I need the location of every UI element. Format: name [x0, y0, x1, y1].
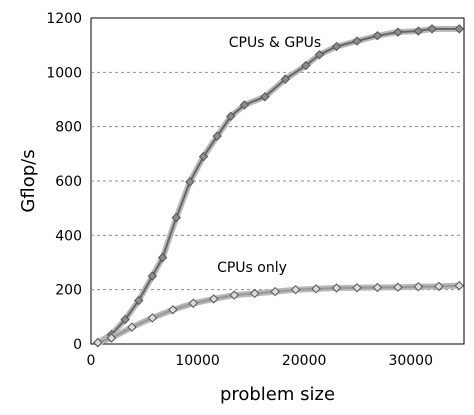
data-point-marker	[331, 41, 342, 52]
series-annotation: CPUs & GPUs	[229, 35, 321, 51]
data-point-marker	[454, 280, 465, 291]
x-tick-label: 20000	[282, 353, 327, 369]
x-axis-ticks: 0 10000 20000 30000	[87, 353, 433, 369]
x-axis-label: problem size	[220, 384, 335, 405]
data-point-marker	[314, 49, 325, 60]
data-point-marker	[198, 151, 209, 162]
data-point-marker	[260, 92, 270, 102]
data-point-marker	[209, 294, 219, 304]
data-point-marker	[249, 288, 260, 299]
data-point-marker	[239, 100, 250, 110]
data-point-marker	[352, 36, 362, 46]
data-point-marker	[372, 282, 383, 293]
data-point-marker	[372, 30, 383, 41]
data-point-marker	[393, 282, 403, 292]
data-point-marker	[352, 283, 362, 293]
data-point-marker	[413, 281, 424, 292]
data-point-marker	[301, 60, 311, 71]
data-point-marker	[127, 322, 137, 332]
data-point-marker	[393, 27, 403, 37]
y-tick-label: 200	[55, 283, 82, 299]
data-point-marker	[434, 281, 444, 292]
y-tick-label: 600	[55, 174, 82, 190]
data-point-marker	[229, 290, 239, 300]
series-annotation: CPUs only	[217, 260, 287, 276]
data-point-marker	[168, 305, 178, 315]
x-tick-label: 10000	[175, 353, 220, 369]
data-point-marker	[106, 333, 117, 343]
data-point-marker	[157, 252, 168, 263]
data-point-marker	[93, 337, 103, 348]
data-point-marker	[454, 24, 465, 34]
data-point-marker	[147, 313, 158, 323]
y-tick-label: 0	[73, 337, 82, 353]
x-tick-label: 0	[87, 353, 96, 369]
data-point-marker	[147, 271, 158, 281]
data-point-marker	[311, 284, 321, 294]
data-point-marker	[413, 26, 424, 36]
y-tick-label: 1000	[46, 65, 82, 81]
data-point-marker	[280, 74, 291, 84]
data-point-marker	[212, 131, 222, 141]
data-point-marker	[290, 284, 301, 295]
y-axis-ticks: 0 200 400 600 800 1000 1200	[46, 11, 82, 353]
y-axis-label: Gflop/s	[18, 149, 39, 212]
y-tick-label: 800	[55, 120, 82, 136]
data-point-marker	[134, 295, 144, 306]
data-point-marker	[171, 212, 181, 223]
data-point-marker	[331, 283, 342, 293]
series-layer	[93, 24, 465, 348]
y-tick-label: 400	[55, 228, 82, 244]
annotations: CPUs & GPUs CPUs only	[217, 35, 321, 276]
data-point-marker	[427, 24, 437, 34]
y-tick-label: 1200	[46, 11, 82, 27]
data-point-marker	[120, 314, 130, 325]
data-point-marker	[188, 298, 199, 308]
x-tick-label: 30000	[388, 353, 433, 369]
data-point-marker	[270, 286, 280, 297]
data-point-marker	[226, 111, 236, 122]
data-point-marker	[185, 177, 195, 187]
